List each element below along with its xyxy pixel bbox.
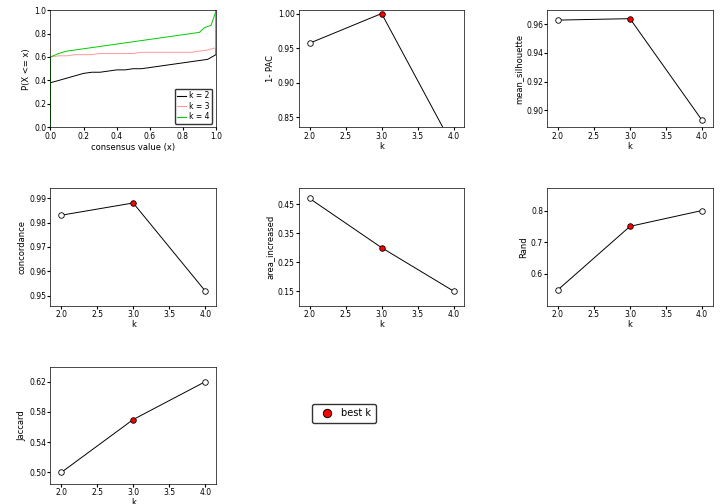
Legend: best k: best k <box>312 404 376 423</box>
X-axis label: k: k <box>379 320 384 329</box>
Legend: k = 2, k = 3, k = 4: k = 2, k = 3, k = 4 <box>175 89 212 123</box>
Y-axis label: area_increased: area_increased <box>266 215 275 279</box>
Y-axis label: concordance: concordance <box>17 220 27 274</box>
Y-axis label: 1- PAC: 1- PAC <box>266 55 275 82</box>
Y-axis label: P(X <= x): P(X <= x) <box>22 48 32 90</box>
X-axis label: k: k <box>131 320 135 329</box>
X-axis label: k: k <box>628 320 632 329</box>
Y-axis label: Jaccard: Jaccard <box>17 410 27 440</box>
X-axis label: consensus value (x): consensus value (x) <box>91 143 175 152</box>
X-axis label: k: k <box>131 498 135 504</box>
X-axis label: k: k <box>379 142 384 151</box>
Y-axis label: Rand: Rand <box>519 236 528 258</box>
Y-axis label: mean_silhouette: mean_silhouette <box>514 34 523 104</box>
X-axis label: k: k <box>628 142 632 151</box>
